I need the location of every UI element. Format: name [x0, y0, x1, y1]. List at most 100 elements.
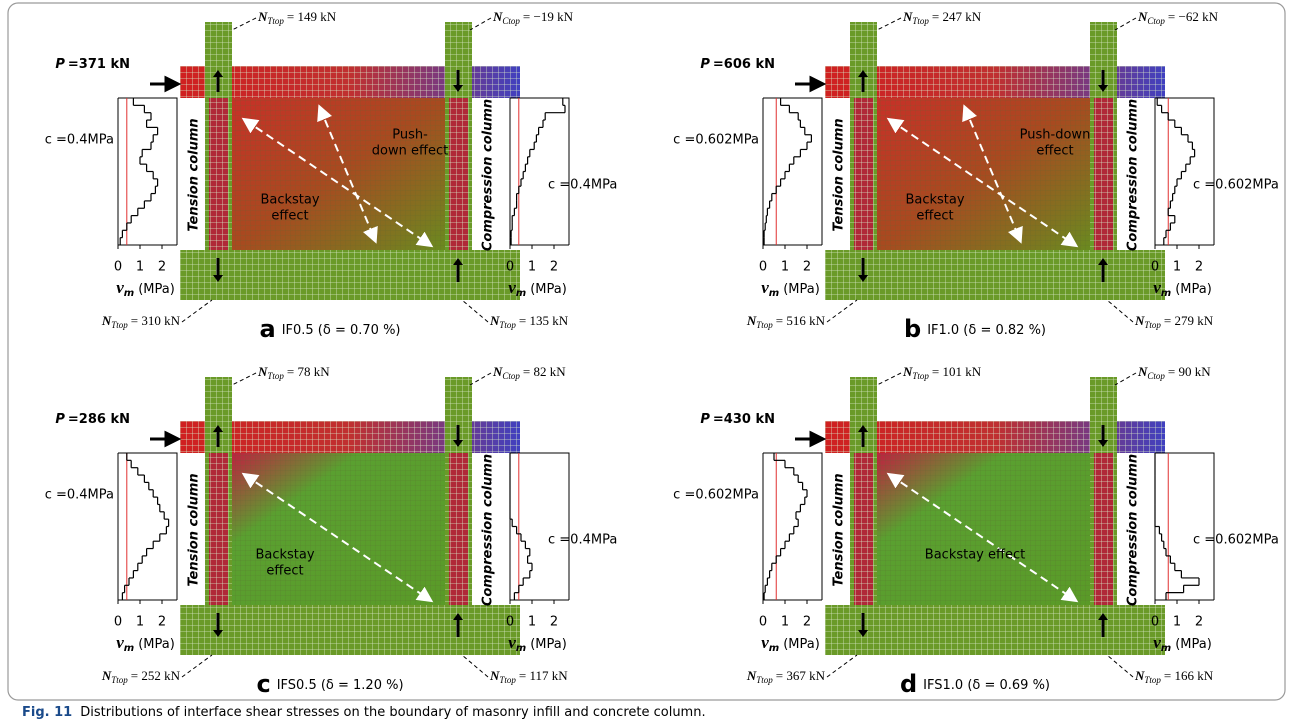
- force-value: = −62 kN: [1168, 9, 1219, 24]
- panel: P=606 kNNTtop= 247 kNNCtop= −62 kNNTtop=…: [673, 9, 1279, 343]
- axis-label: vm(MPa): [116, 633, 175, 654]
- panel-name: IFS1.0 (δ = 0.69 %): [923, 678, 1050, 693]
- axis-unit: (MPa): [530, 282, 567, 297]
- column-label: Compression column: [1126, 454, 1141, 606]
- c-label: c =0.4MPa: [548, 178, 617, 193]
- x-tick-label: 1: [136, 260, 144, 275]
- load-symbol: P: [55, 57, 65, 72]
- load-arrow: [150, 78, 178, 90]
- x-tick-label: 0: [114, 615, 122, 630]
- force-symbol: N: [257, 364, 268, 379]
- panel-letter: a: [259, 315, 275, 343]
- x-tick-label: 2: [1195, 260, 1203, 275]
- column-mesh: [1090, 377, 1117, 655]
- force-label: NTtop= 252 kN: [101, 668, 181, 685]
- force-subscript: Ttop: [267, 16, 284, 26]
- force-label: NCtop= −62 kN: [1137, 9, 1219, 26]
- force-label: NTtop= 101 kN: [902, 364, 982, 381]
- force-value: = 252 kN: [131, 668, 181, 683]
- column-label: Tension column: [187, 473, 202, 586]
- axis-subscript: m: [1161, 643, 1171, 654]
- axis-subscript: m: [1161, 288, 1171, 299]
- axis-subscript: m: [124, 643, 134, 654]
- force-symbol: N: [746, 313, 757, 328]
- x-tick-label: 1: [1173, 615, 1181, 630]
- axis-subscript: m: [124, 288, 134, 299]
- figure: Fig. 11Distributions of interface shear …: [0, 0, 1293, 724]
- x-tick-label: 1: [528, 615, 536, 630]
- panel-name: IFS0.5 (δ = 1.20 %): [277, 678, 404, 693]
- load-arrow: [795, 433, 823, 445]
- column-label: Tension column: [187, 118, 202, 231]
- plot-axes: [763, 98, 822, 245]
- axis-unit: (MPa): [1175, 637, 1212, 652]
- force-value: = 310 kN: [131, 313, 181, 328]
- c-label: c =0.4MPa: [45, 133, 114, 148]
- x-tick-label: 2: [158, 260, 166, 275]
- force-symbol: N: [1134, 668, 1145, 683]
- x-tick-label: 2: [1195, 615, 1203, 630]
- axis-label: vm(MPa): [116, 278, 175, 299]
- force-label: NTtop= 166 kN: [1134, 668, 1214, 685]
- effect-label: effect: [271, 209, 308, 224]
- force-subscript: Ctop: [502, 16, 520, 26]
- load-symbol: P: [700, 412, 710, 427]
- panel-letter: d: [900, 670, 917, 698]
- force-value: = 82 kN: [523, 364, 566, 379]
- axis-subscript: m: [516, 643, 526, 654]
- load-symbol: P: [55, 412, 65, 427]
- effect-label: Backstay: [260, 193, 319, 208]
- force-symbol: N: [1137, 364, 1148, 379]
- axis-unit: (MPa): [138, 637, 175, 652]
- force-subscript: Ttop: [912, 16, 929, 26]
- load-value: =286 kN: [68, 412, 130, 427]
- force-subscript: Ttop: [1144, 320, 1161, 330]
- force-label: NTtop= 78 kN: [257, 364, 330, 381]
- force-subscript: Ttop: [267, 371, 284, 381]
- force-label: NTtop= 247 kN: [902, 9, 982, 26]
- c-label: c =0.602MPa: [1193, 533, 1279, 548]
- effect-label: Push-down: [1020, 128, 1091, 143]
- force-value: = 78 kN: [287, 364, 330, 379]
- axis-subscript: m: [769, 643, 779, 654]
- load-value: =430 kN: [713, 412, 775, 427]
- force-subscript: Ctop: [1147, 16, 1165, 26]
- force-label: NTtop= 135 kN: [489, 313, 569, 330]
- axis-unit: (MPa): [783, 637, 820, 652]
- force-subscript: Ctop: [502, 371, 520, 381]
- caption-label: Fig. 11: [22, 705, 72, 720]
- force-value: = 516 kN: [776, 313, 826, 328]
- force-label: NTtop= 117 kN: [489, 668, 568, 685]
- force-symbol: N: [746, 668, 757, 683]
- axis-unit: (MPa): [783, 282, 820, 297]
- panel-caption: d IFS1.0 (δ = 0.69 %): [900, 670, 1050, 698]
- load-arrow: [795, 78, 823, 90]
- effect-label: effect: [1036, 144, 1073, 159]
- x-tick-label: 0: [506, 615, 514, 630]
- infill-mesh: [877, 98, 1090, 250]
- force-symbol: N: [1137, 9, 1148, 24]
- panel-caption: bIF1.0 (δ = 0.82 %): [904, 315, 1046, 343]
- force-subscript: Ttop: [111, 320, 128, 330]
- axis-label: vm(MPa): [761, 633, 820, 654]
- force-subscript: Ttop: [912, 371, 929, 381]
- force-subscript: Ttop: [499, 320, 516, 330]
- load-symbol: P: [700, 57, 710, 72]
- axis-label: vm(MPa): [761, 278, 820, 299]
- load-label: P=606 kN: [700, 57, 775, 72]
- force-label: NTtop= 149 kN: [257, 9, 337, 26]
- column-mesh: [1090, 22, 1117, 300]
- force-symbol: N: [902, 364, 913, 379]
- load-arrow: [150, 433, 178, 445]
- x-tick-label: 0: [114, 260, 122, 275]
- force-label: NTtop= 516 kN: [746, 313, 826, 330]
- force-label: NTtop= 310 kN: [101, 313, 181, 330]
- force-symbol: N: [489, 668, 500, 683]
- infill-mesh: [232, 98, 445, 250]
- force-symbol: N: [1134, 313, 1145, 328]
- force-symbol: N: [489, 313, 500, 328]
- axis-unit: (MPa): [1175, 282, 1212, 297]
- force-label: NCtop= 90 kN: [1137, 364, 1211, 381]
- force-symbol: N: [902, 9, 913, 24]
